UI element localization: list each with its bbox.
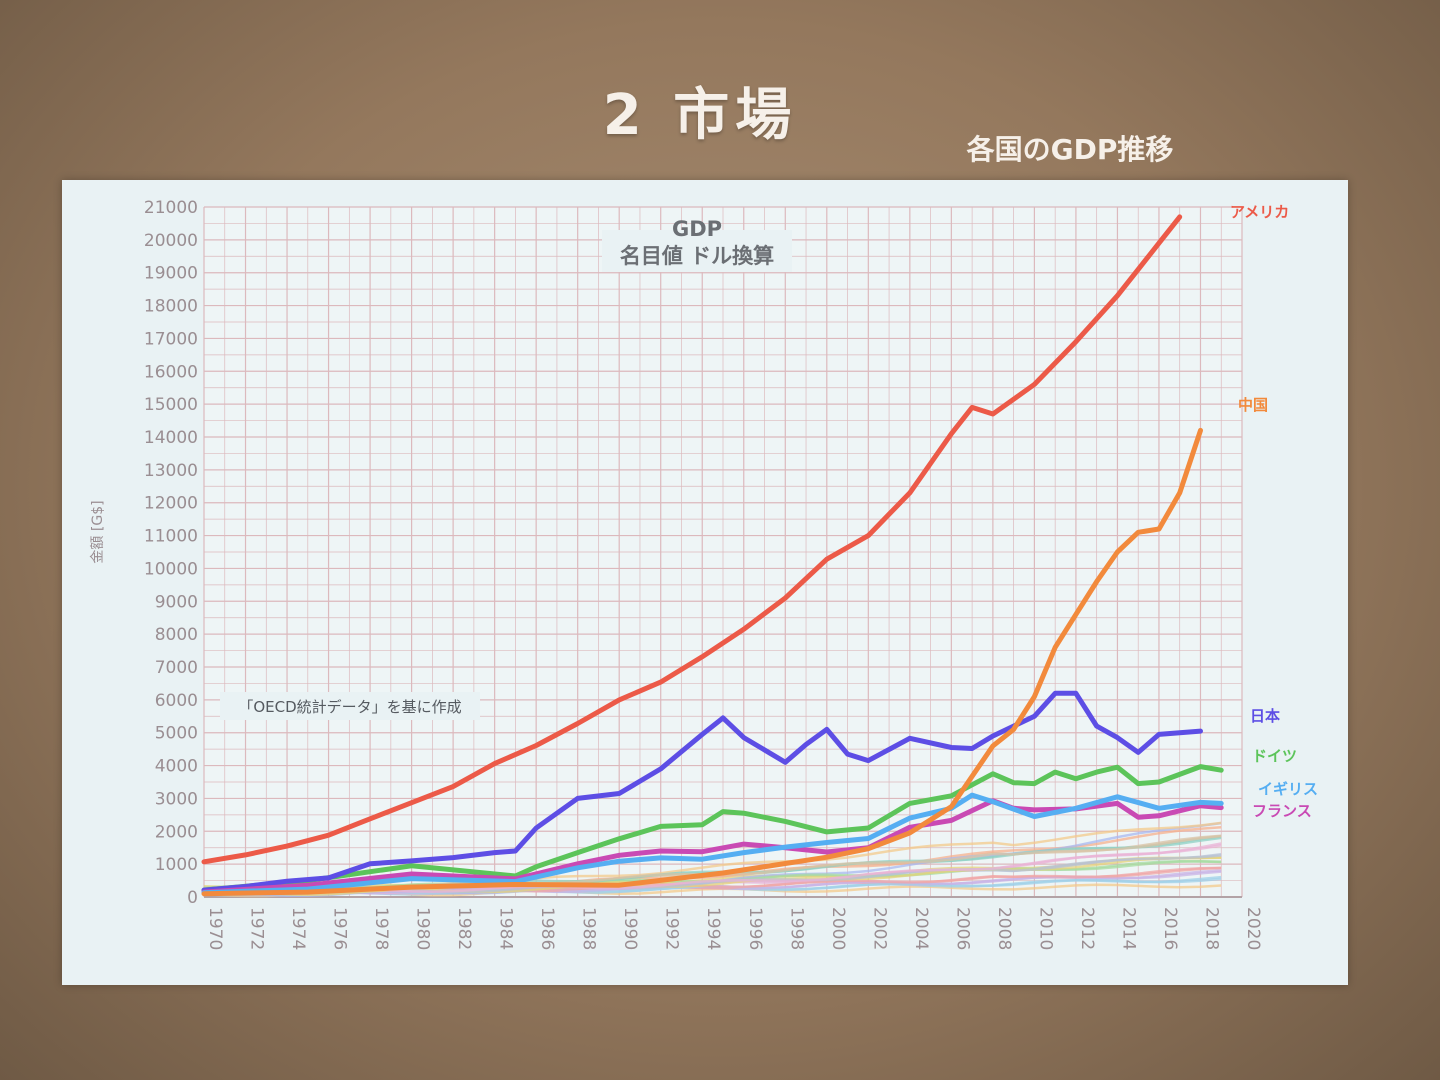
x-tick-label: 2020 [1243,907,1263,950]
y-tick-label: 4000 [155,757,198,777]
y-tick-label: 6000 [155,691,198,711]
y-tick-label: 14000 [144,428,198,448]
y-tick-label: 0 [187,888,198,908]
series-label: 日本 [1250,707,1280,725]
x-tick-label: 1982 [454,907,474,950]
series-line-1 [201,214,1183,865]
slide-title: 2 市場 [602,83,798,148]
x-tick-label: 1972 [247,907,267,950]
y-tick-label: 19000 [144,264,198,284]
x-tick-label: 1984 [496,907,516,950]
x-tick-label: 1988 [579,907,599,950]
y-tick-label: 8000 [155,625,198,645]
y-tick-label: 5000 [155,724,198,744]
x-tick-label: 2008 [994,907,1014,950]
y-tick-label: 17000 [144,329,198,349]
x-tick-label: 1998 [786,907,806,950]
series-label: アメリカ [1230,203,1289,221]
x-axis-ticks: 1970 1972 1974 1976 1978 1980 1982 1984 1986 1988… [205,907,1263,950]
series-label: イギリス [1258,780,1318,798]
y-tick-label: 13000 [144,461,198,481]
x-tick-label: 1974 [288,907,308,950]
y-tick-label: 21000 [144,198,198,218]
x-tick-label: 2002 [869,907,889,950]
y-tick-label: 12000 [144,494,198,514]
x-tick-label: 2018 [1201,907,1221,950]
x-tick-label: 2014 [1118,907,1138,950]
chart-title-box [602,230,792,272]
chart-panel: 0 1000 2000 3000 4000 5000 6000 7000 8000 9000 100… [62,180,1348,985]
x-tick-label: 1992 [662,907,682,950]
y-axis-label: 金額 [G$] [90,500,106,563]
y-tick-label: 1000 [155,855,198,875]
series-label: ドイツ [1252,747,1297,765]
source-note: 「OECD統計データ」を基に作成 [238,698,461,716]
x-tick-label: 1978 [371,907,391,950]
series-line-3 [201,690,1203,893]
x-tick-label: 2010 [1035,907,1055,950]
source-note-box [220,692,480,720]
y-axis-ticks: 0 1000 2000 3000 4000 5000 6000 7000 8000 9000 100… [144,198,198,908]
y-tick-label: 15000 [144,395,198,415]
series-line-2 [201,427,1203,897]
series-label: フランス [1252,802,1312,820]
x-tick-label: 2000 [828,907,848,950]
x-tick-label: 2012 [1077,907,1097,950]
x-tick-label: 1996 [745,907,765,950]
y-tick-label: 11000 [144,527,198,547]
x-tick-label: 1990 [620,907,640,950]
x-tick-label: 1976 [330,907,350,950]
x-tick-label: 1980 [413,907,433,950]
y-tick-label: 20000 [144,231,198,251]
chart-title: GDP [672,217,722,241]
slide-subtitle: 各国のGDP推移 [966,133,1174,166]
x-tick-label: 2004 [911,907,931,950]
series-line-5 [201,792,1224,896]
series-label: 中国 [1238,396,1268,414]
x-tick-label: 1970 [205,907,225,950]
x-tick-label: 1986 [537,907,557,950]
x-tick-label: 2016 [1160,907,1180,950]
y-tick-label: 18000 [144,297,198,317]
gdp-line-chart: 0 1000 2000 3000 4000 5000 6000 7000 8000 9000 100… [90,198,1318,950]
series-lines [201,214,1224,897]
x-tick-label: 1994 [703,907,723,950]
chart-subtitle: 名目値 ドル換算 [620,244,774,268]
y-tick-label: 10000 [144,559,198,579]
y-tick-label: 16000 [144,362,198,382]
series-line-4 [201,764,1224,893]
y-tick-label: 3000 [155,789,198,809]
y-tick-label: 2000 [155,822,198,842]
x-tick-label: 2006 [952,907,972,950]
chart-grid [203,206,1243,898]
y-tick-label: 7000 [155,658,198,678]
y-tick-label: 9000 [155,592,198,612]
